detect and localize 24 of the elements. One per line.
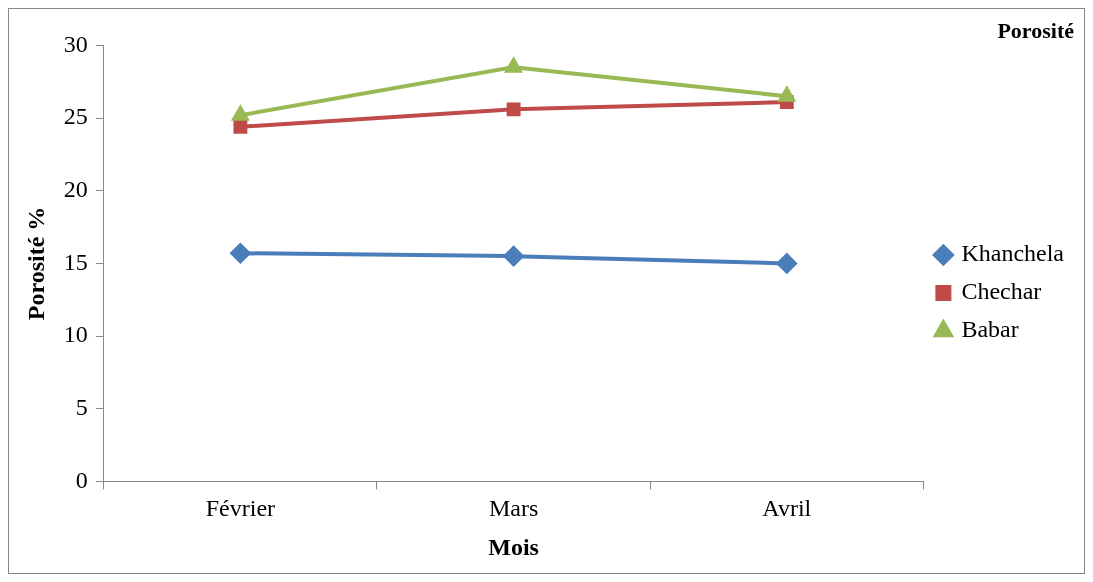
y-tick-label: 5 [75, 394, 88, 421]
point [503, 246, 524, 267]
y-tick-label: 0 [75, 466, 88, 493]
point [505, 58, 522, 73]
y-tick-label: 10 [63, 321, 88, 348]
point [230, 243, 251, 264]
text: Porosité [997, 17, 1075, 43]
point [506, 102, 521, 117]
x-tick-label: Avril [762, 495, 812, 522]
y-axis-title: Porosité % [22, 206, 49, 321]
y-tick-label: 25 [63, 103, 88, 130]
point [776, 253, 797, 274]
point [778, 87, 795, 102]
legend-label: Chechar [961, 278, 1042, 305]
legend-label: Babar [961, 316, 1019, 343]
y-tick-label: 15 [63, 248, 88, 275]
y-tick-label: 20 [63, 176, 88, 203]
legend-label: Khanchela [961, 240, 1065, 267]
x-axis-title: Mois [488, 533, 539, 560]
point [233, 119, 248, 134]
point [232, 106, 249, 121]
x-tick-label: Février [205, 495, 276, 522]
y-tick-label: 30 [63, 30, 88, 57]
x-tick-label: Mars [488, 495, 539, 522]
